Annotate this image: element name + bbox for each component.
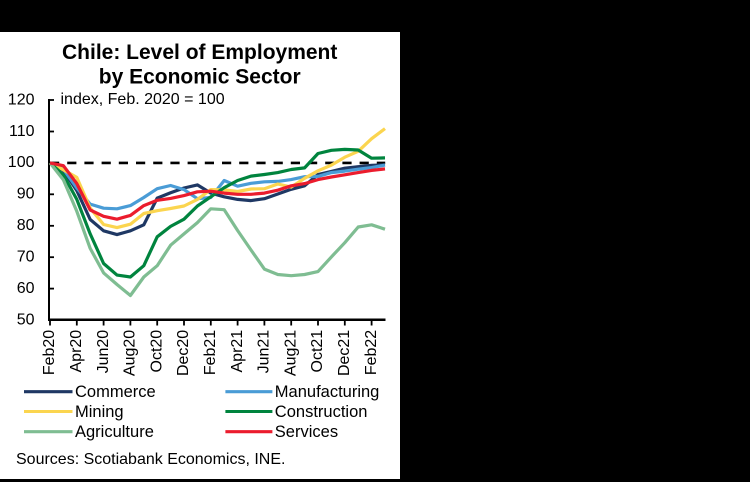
svg-text:index, Feb. 2020 = 100: index, Feb. 2020 = 100 (61, 91, 225, 108)
svg-text:70: 70 (17, 249, 35, 266)
svg-text:80: 80 (17, 217, 35, 234)
svg-text:Oct20: Oct20 (148, 330, 165, 373)
svg-text:90: 90 (17, 186, 35, 203)
svg-text:Oct21: Oct21 (309, 330, 326, 373)
svg-text:Jun20: Jun20 (95, 330, 112, 374)
svg-text:Agriculture: Agriculture (75, 423, 154, 441)
svg-text:Sources: Scotiabank Economics,: Sources: Scotiabank Economics, INE. (16, 451, 285, 468)
svg-text:Mining: Mining (75, 403, 124, 421)
svg-text:Dec21: Dec21 (336, 330, 353, 376)
svg-text:110: 110 (9, 123, 35, 140)
svg-text:Apr20: Apr20 (68, 330, 85, 373)
svg-text:100: 100 (8, 154, 35, 171)
svg-text:Chile: Level of Employment: Chile: Level of Employment (62, 41, 337, 64)
svg-text:Manufacturing: Manufacturing (275, 383, 380, 401)
svg-text:Feb20: Feb20 (41, 330, 58, 375)
svg-text:Jun21: Jun21 (256, 330, 273, 374)
svg-text:Apr21: Apr21 (229, 330, 246, 373)
svg-text:Services: Services (275, 423, 338, 441)
svg-text:Feb22: Feb22 (363, 330, 380, 375)
svg-text:Commerce: Commerce (75, 383, 156, 401)
svg-text:50: 50 (17, 311, 35, 328)
svg-text:60: 60 (17, 280, 35, 297)
svg-text:Feb21: Feb21 (202, 330, 219, 375)
svg-text:by Economic Sector: by Economic Sector (99, 66, 301, 89)
svg-text:Dec20: Dec20 (175, 330, 192, 376)
svg-text:Aug21: Aug21 (282, 330, 299, 376)
svg-text:Construction: Construction (275, 403, 368, 421)
svg-text:Aug20: Aug20 (122, 330, 139, 376)
svg-text:120: 120 (8, 91, 35, 108)
